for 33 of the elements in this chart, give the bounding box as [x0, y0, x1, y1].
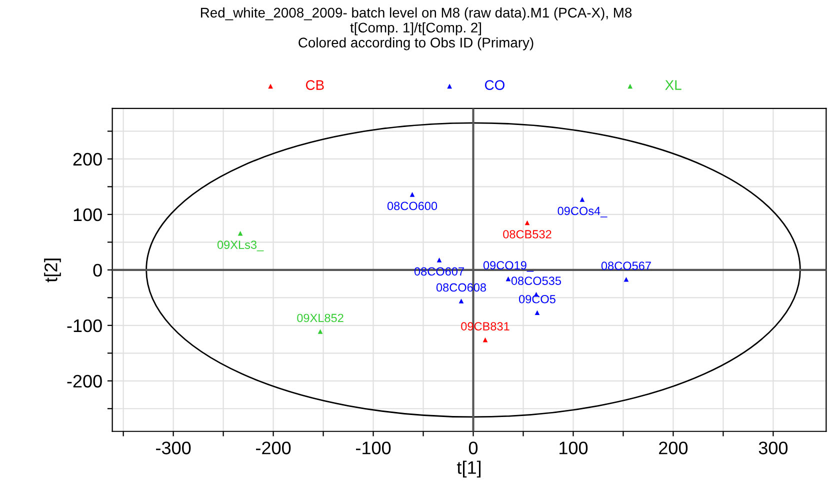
legend-label: XL	[665, 80, 682, 90]
x-tick-label: 100	[560, 442, 588, 454]
y-axis-title: t[2]	[44, 258, 61, 282]
data-label: 08CO600	[387, 202, 438, 210]
y-tick-label: 200	[73, 152, 102, 166]
x-tick-label: -100	[356, 442, 391, 454]
chart-title: Red_white_2008_2009- batch level on M8 (raw data).M1 (PCA-X), M8 t[Comp. 1]/t[Comp. 2] Colored according to Obs ID (Primary)	[201, 7, 632, 50]
point	[410, 192, 415, 197]
y-tick-label: 0	[93, 264, 102, 277]
data-label: 08CO535	[511, 276, 562, 285]
point	[458, 298, 464, 304]
x-tick-label: -300	[156, 442, 191, 454]
point	[580, 197, 585, 202]
data-label: 09CO5	[518, 294, 556, 304]
data-label: 09XL852	[297, 314, 344, 322]
point	[534, 310, 540, 316]
point	[318, 329, 323, 334]
x-tick-label: 300	[758, 442, 788, 454]
data-label: 09XLs3_	[217, 240, 264, 252]
legend-label: CB	[306, 80, 324, 90]
data-label: 08CO567	[601, 262, 651, 270]
legend-label: CO	[484, 80, 504, 90]
data-label: 09COs4_	[558, 206, 608, 218]
x-tick-label: -200	[256, 442, 291, 454]
y-tick-label: -100	[67, 319, 102, 332]
x-axis-title: t[1]	[456, 460, 481, 478]
point	[624, 276, 629, 282]
point	[436, 258, 442, 262]
y-tick-label: -200	[67, 374, 102, 388]
data-label: 08CB532	[503, 230, 552, 238]
y-tick-label: 100	[74, 208, 102, 222]
x-tick-label: 0	[468, 442, 478, 454]
x-tick-label: 200	[659, 442, 688, 454]
